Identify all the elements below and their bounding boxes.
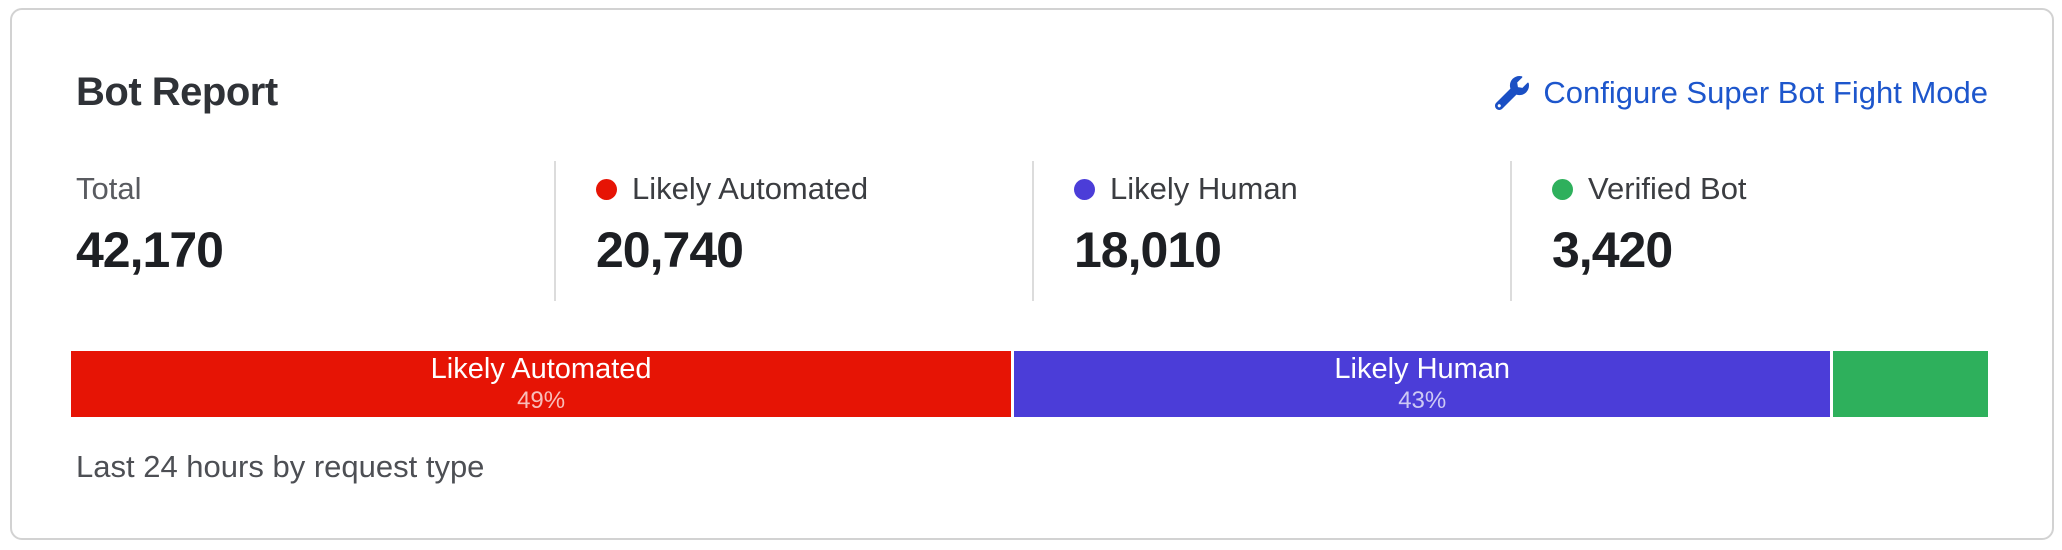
stat-likely-automated-label: Likely Automated <box>632 171 869 206</box>
stat-likely-automated: Likely Automated 20,740 <box>554 161 1032 301</box>
likely-human-dot-icon <box>1074 178 1095 200</box>
stat-verified-bot: Verified Bot 3,420 <box>1510 161 1988 301</box>
bar-segment-verified-bot[interactable] <box>1833 351 1988 417</box>
configure-super-bot-fight-mode-link[interactable]: Configure Super Bot Fight Mode <box>1495 75 1988 111</box>
request-type-stacked-bar: Likely Automated 49% Likely Human 43% <box>71 351 1988 417</box>
card-caption: Last 24 hours by request type <box>76 449 485 484</box>
configure-link-label: Configure Super Bot Fight Mode <box>1543 74 1988 110</box>
stat-likely-automated-value: 20,740 <box>596 222 744 278</box>
bar-segment-likely-automated-pct: 49% <box>517 386 566 414</box>
page-title: Bot Report <box>76 70 278 114</box>
stat-likely-human: Likely Human 18,010 <box>1032 161 1510 301</box>
stat-likely-human-label: Likely Human <box>1110 171 1298 206</box>
bar-segment-likely-human[interactable]: Likely Human 43% <box>1014 351 1831 417</box>
wrench-icon <box>1495 75 1530 110</box>
bar-segment-likely-automated[interactable]: Likely Automated 49% <box>71 351 1012 417</box>
stat-verified-bot-label: Verified Bot <box>1588 171 1747 206</box>
bot-report-card: Bot Report Configure Super Bot Fight Mod… <box>10 8 2054 540</box>
bar-segment-likely-human-pct: 43% <box>1398 386 1447 414</box>
stat-total-label: Total <box>76 171 142 206</box>
bar-segment-likely-automated-label: Likely Automated <box>430 352 652 385</box>
stat-verified-bot-value: 3,420 <box>1552 222 1673 278</box>
bar-segment-likely-human-label: Likely Human <box>1334 352 1511 385</box>
stats-row: Total 42,170 Likely Automated 20,740 Lik… <box>76 161 1988 301</box>
likely-automated-dot-icon <box>596 178 617 200</box>
stat-likely-human-value: 18,010 <box>1074 222 1222 278</box>
card-header: Bot Report Configure Super Bot Fight Mod… <box>76 70 1988 115</box>
stat-total: Total 42,170 <box>76 161 554 301</box>
stat-total-value: 42,170 <box>76 222 224 278</box>
verified-bot-dot-icon <box>1552 178 1573 200</box>
